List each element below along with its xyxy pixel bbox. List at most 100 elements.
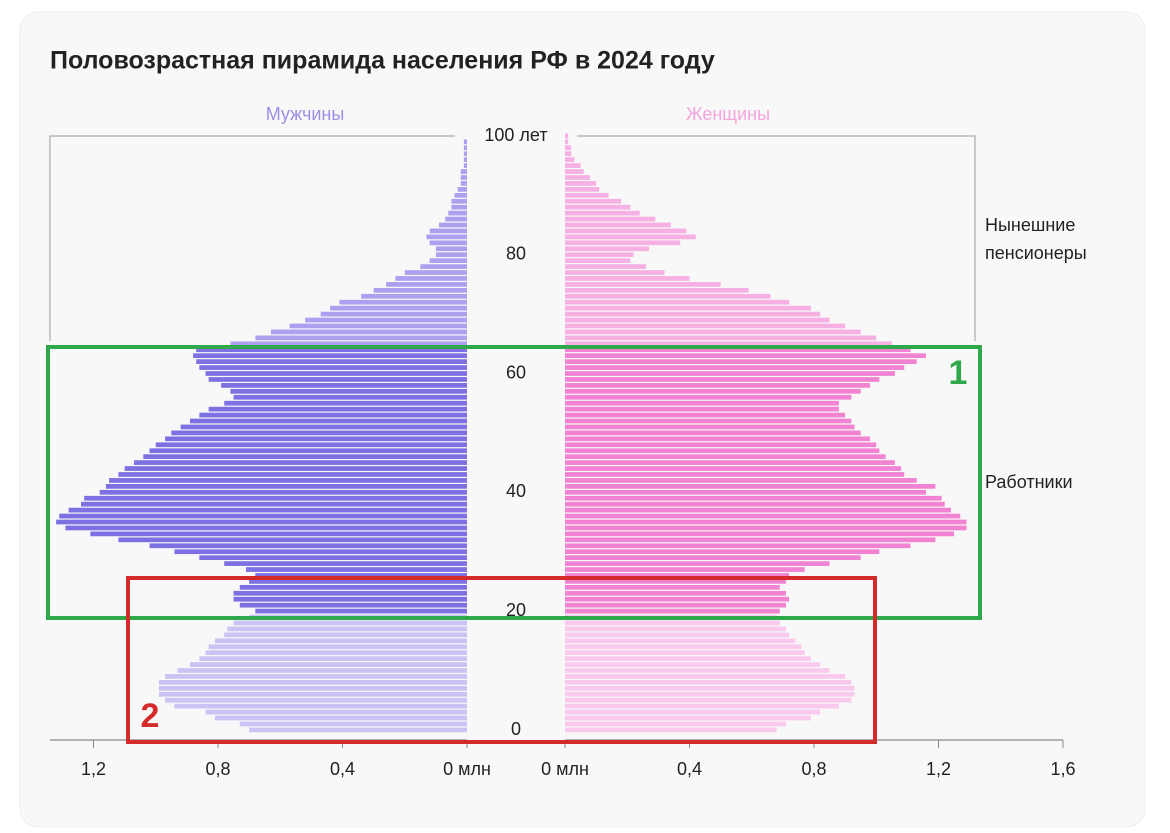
- bar: [565, 531, 955, 537]
- bar: [451, 204, 467, 210]
- bar: [189, 418, 468, 424]
- bar: [565, 668, 830, 673]
- bar: [565, 489, 927, 495]
- bar: [68, 507, 467, 513]
- box-2: [126, 576, 877, 744]
- y-tick-label: 0: [511, 719, 521, 739]
- bar: [208, 377, 467, 382]
- bar: [565, 620, 780, 626]
- bar: [199, 412, 467, 418]
- bar: [565, 632, 790, 638]
- bar: [454, 192, 467, 198]
- bar: [565, 483, 936, 489]
- bar: [565, 270, 665, 275]
- bar: [457, 186, 467, 192]
- bar: [565, 329, 861, 335]
- bar: [426, 234, 467, 240]
- bar: [373, 287, 467, 293]
- bar: [404, 270, 467, 275]
- bar: [565, 525, 967, 531]
- bar: [420, 264, 467, 269]
- x-tick-label: 0 млн: [541, 759, 589, 779]
- bar: [565, 323, 846, 329]
- bar: [463, 157, 467, 163]
- bar: [339, 299, 467, 305]
- bar: [429, 228, 467, 234]
- bar: [565, 388, 861, 394]
- bar: [463, 139, 467, 145]
- bar: [565, 727, 777, 733]
- bar: [196, 347, 467, 353]
- bar: [565, 377, 880, 382]
- bar: [565, 228, 687, 234]
- bar: [565, 252, 634, 258]
- bar: [214, 715, 467, 721]
- bar: [463, 151, 467, 157]
- bar: [320, 311, 467, 317]
- bar: [565, 501, 945, 507]
- bar: [199, 365, 467, 370]
- bar: [565, 584, 780, 590]
- y-tick-label: 40: [506, 481, 526, 501]
- bar: [289, 323, 467, 329]
- bar: [249, 727, 467, 733]
- bar: [205, 709, 468, 715]
- bar: [158, 685, 468, 691]
- bar: [233, 620, 467, 626]
- bar: [118, 472, 468, 477]
- bar: [199, 555, 467, 561]
- x-tick-label: 1,2: [926, 759, 951, 779]
- bar: [99, 489, 467, 495]
- bar: [463, 145, 467, 151]
- bar: [565, 674, 846, 679]
- bar: [227, 626, 467, 632]
- bar: [460, 169, 467, 174]
- bar: [565, 495, 942, 501]
- bar: [565, 519, 967, 525]
- bar: [565, 222, 671, 228]
- bar: [565, 561, 830, 566]
- bar: [90, 531, 467, 537]
- y-tick-label: 20: [506, 600, 526, 620]
- bar: [174, 549, 468, 555]
- bar: [214, 638, 467, 644]
- bar: [105, 483, 467, 489]
- bar: [565, 703, 839, 709]
- bar: [565, 478, 917, 483]
- bar: [565, 650, 805, 656]
- bar: [249, 579, 467, 584]
- bar: [208, 644, 467, 650]
- bar: [205, 371, 468, 376]
- bar: [565, 430, 861, 436]
- bar: [165, 697, 467, 703]
- bar: [233, 590, 467, 596]
- bar: [565, 709, 821, 715]
- bar: [565, 341, 892, 347]
- bar: [565, 175, 590, 180]
- box-label: 2: [141, 697, 160, 735]
- y-tick-bg: [468, 243, 564, 266]
- bar: [565, 543, 911, 549]
- x-tick-label: 0 млн: [443, 759, 491, 779]
- bar: [177, 668, 467, 673]
- bar: [118, 537, 468, 543]
- bar: [124, 466, 467, 471]
- bar: [143, 454, 468, 460]
- bar: [149, 448, 467, 454]
- y-tick-bg: [468, 481, 564, 504]
- bar: [565, 721, 786, 727]
- bar: [565, 555, 861, 561]
- legend-label: Мужчины: [266, 104, 345, 124]
- bar: [174, 703, 468, 709]
- bar: [448, 210, 467, 216]
- x-tick-label: 0,4: [677, 759, 702, 779]
- bar: [246, 567, 467, 572]
- bar: [435, 246, 467, 252]
- x-tick-label: 0,4: [330, 759, 355, 779]
- bar: [224, 632, 467, 638]
- legend-label: Женщины: [686, 104, 770, 124]
- y-tick-label: 100 лет: [484, 125, 547, 145]
- bar: [565, 513, 961, 519]
- bar: [451, 198, 467, 204]
- bar: [565, 424, 855, 430]
